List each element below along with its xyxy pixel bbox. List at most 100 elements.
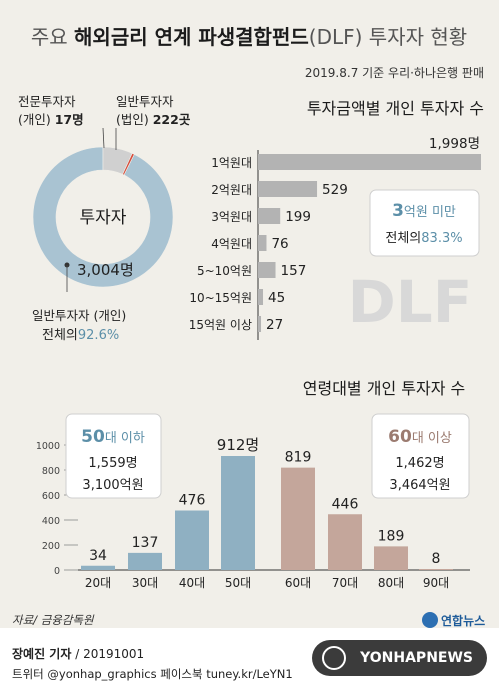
indiv-investor-share-part-1: 92.6%	[78, 328, 119, 343]
pro-investor-label: 전문투자자	[18, 94, 76, 109]
over60-callout-box	[371, 413, 470, 499]
amount-value-label-0: 1,998명	[429, 136, 480, 152]
donut-hole	[57, 171, 149, 263]
donut-center-label: 투자자	[80, 208, 127, 228]
over60-callout-count: 1,462명	[395, 456, 444, 471]
source-note: 자료/ 금융감독원	[12, 613, 95, 627]
yonhap-logo-icon	[422, 612, 438, 628]
page-title: 주요 해외금리 연계 파생결합펀드(DLF) 투자자 현황	[31, 25, 467, 49]
under50-callout-title-part-1: 대 이하	[105, 431, 145, 446]
under50-callout-box	[65, 413, 162, 499]
footer: 장예진 기자 / 20191001 트위터 @yonhap_graphics 페…	[0, 628, 499, 687]
publish-date: / 20191001	[75, 647, 145, 661]
age-category-label-1: 30대	[132, 576, 158, 590]
age-bar-5	[328, 514, 362, 570]
globe-icon	[322, 646, 346, 670]
age-value-label-0: 34	[89, 548, 107, 564]
pro-investor-value: (개인) 17명	[18, 112, 84, 127]
corp-investor-value: (법인) 222곳	[116, 112, 191, 127]
pro-leader-line	[102, 127, 105, 149]
age-category-label-2: 40대	[179, 576, 205, 590]
age-bar-7	[419, 569, 453, 570]
age-value-label-4: 819	[285, 450, 312, 466]
social-links: 트위터 @yonhap_graphics 페이스북 tuney.kr/LeYN1	[12, 667, 293, 681]
age-ytick-label-3: 600	[42, 491, 60, 502]
age-ytick-label-0: 0	[54, 566, 60, 577]
amount-bar-2	[258, 208, 281, 224]
amount-value-label-2: 199	[285, 209, 311, 225]
corp-investor-value-part-0: (법인)	[116, 112, 153, 127]
age-value-label-5: 446	[332, 496, 359, 512]
corp-investor-label: 일반투자자	[116, 94, 174, 109]
age-value-label-2: 476	[179, 493, 206, 509]
amount-callout-title-part-0: 3	[392, 201, 404, 221]
over60-callout-title-part-0: 60	[388, 427, 412, 447]
age-bar-6	[374, 546, 408, 570]
amount-category-label-1: 2억원대	[211, 183, 252, 197]
age-category-label-7: 90대	[423, 576, 449, 590]
under50-callout-title-part-0: 50	[81, 427, 105, 447]
reporter-name: 장예진 기자	[12, 647, 72, 661]
age-value-label-3: 912명	[217, 436, 259, 454]
age-chart-title: 연령대별 개인 투자자 수	[303, 379, 465, 398]
age-category-label-0: 20대	[85, 576, 111, 590]
reporter-credit: 장예진 기자 / 20191001	[12, 645, 144, 662]
age-bar-2	[175, 510, 209, 570]
indiv-investor-share-part-0: 전체의	[42, 328, 78, 343]
amount-callout-title-part-1: 억원 미만	[404, 205, 456, 220]
amount-category-label-3: 4억원대	[211, 237, 252, 251]
age-ytick-label-1: 200	[42, 541, 60, 552]
subtitle: 2019.8.7 기준 우리·하나은행 판매	[305, 65, 484, 80]
amount-category-label-5: 10~15억원	[189, 291, 252, 305]
amount-bar-5	[258, 289, 264, 305]
donut-slice-0	[32, 146, 174, 288]
amount-callout-box	[369, 189, 480, 257]
age-bar-0	[81, 565, 115, 570]
indiv-investor-value: 3,004명	[77, 261, 134, 279]
amount-value-label-6: 27	[266, 317, 283, 333]
age-category-label-6: 80대	[378, 576, 404, 590]
over60-callout-amount: 3,464억원	[389, 478, 450, 493]
age-value-label-7: 8	[432, 551, 441, 567]
age-category-label-4: 60대	[285, 576, 311, 590]
age-category-label-5: 70대	[332, 576, 358, 590]
page-title-part-1: 해외금리 연계 파생결합펀드	[74, 25, 309, 49]
amount-callout-share: 전체의83.3%	[385, 231, 462, 246]
age-bar-1	[128, 552, 162, 570]
age-category-label-3: 50대	[225, 576, 251, 590]
amount-bar-3	[258, 235, 267, 251]
amount-value-label-3: 76	[271, 236, 288, 252]
amount-value-label-1: 529	[322, 182, 348, 198]
amount-category-label-6: 15억원 이상	[189, 318, 252, 332]
age-ytick-label-4: 800	[42, 466, 60, 477]
under50-callout-amount: 3,100억원	[82, 478, 143, 493]
amount-category-label-4: 5~10억원	[197, 264, 252, 278]
amount-callout-share-part-1: 83.3%	[421, 231, 462, 246]
amount-value-label-4: 157	[281, 263, 307, 279]
age-value-label-1: 137	[132, 535, 159, 551]
amount-callout-title: 3억원 미만	[392, 201, 456, 221]
pro-investor-value-part-0: (개인)	[18, 112, 55, 127]
age-value-label-6: 189	[378, 528, 405, 544]
indiv-investor-share: 전체의92.6%	[42, 328, 119, 343]
infographic-chart: 주요 해외금리 연계 파생결합펀드(DLF) 투자자 현황 2019.8.7 기준…	[12, 25, 485, 628]
yonhapnews-brand: YONHAPNEWS	[360, 650, 473, 666]
donut-slice-2	[122, 152, 135, 176]
amount-bar-6	[258, 316, 262, 332]
amount-value-label-5: 45	[268, 290, 285, 306]
amount-category-label-0: 1억원대	[211, 156, 252, 170]
over60-callout-title: 60대 이상	[388, 427, 452, 447]
over60-callout-title-part-1: 대 이상	[412, 431, 452, 446]
under50-callout-count: 1,559명	[88, 456, 137, 471]
amount-callout-share-part-0: 전체의	[385, 231, 421, 246]
amount-bar-4	[258, 262, 276, 278]
age-ytick-label-5: 1000	[36, 441, 60, 452]
pro-investor-value-part-1: 17명	[55, 112, 84, 127]
dlf-watermark: DLF	[348, 268, 473, 336]
age-ytick-label-2: 400	[42, 516, 60, 527]
amount-bar-0	[258, 154, 481, 170]
page-title-part-0: 주요	[31, 25, 74, 49]
under50-callout-title: 50대 이하	[81, 427, 145, 447]
amount-bar-1	[258, 181, 318, 197]
amount-category-label-2: 3억원대	[211, 210, 252, 224]
